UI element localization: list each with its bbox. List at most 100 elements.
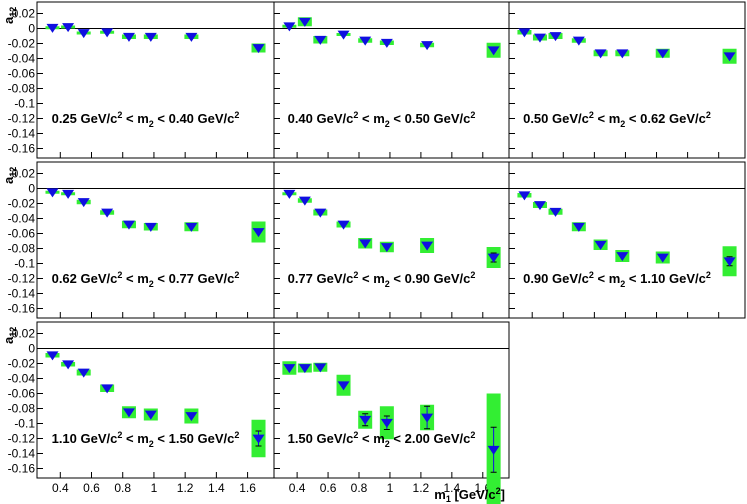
data-point [359, 36, 372, 46]
panel-mass-range-label: 0.77 GeV/c2 < m2 < 0.90 GeV/c2 [288, 270, 476, 289]
x-tick-label: 1 [387, 481, 394, 495]
data-point [337, 30, 350, 40]
data-point [337, 381, 350, 391]
data-point [616, 49, 629, 59]
data-point [298, 196, 311, 206]
panel-mass-range-label: 0.90 GeV/c2 < m2 < 1.10 GeV/c2 [523, 270, 711, 289]
y-tick-label: -0.04 [8, 372, 36, 386]
data-point [122, 220, 135, 230]
chart-panels: 0.020-0.02-0.04-0.06-0.08-0.1-0.12-0.14-… [8, 1, 746, 504]
data-point [101, 384, 114, 394]
y-tick-label: -0.16 [8, 142, 36, 156]
y-axis-title: a12 [1, 7, 18, 24]
y-tick-label: -0.12 [8, 432, 36, 446]
data-point [656, 253, 669, 263]
data-point [594, 49, 607, 59]
y-tick-label: -0.04 [8, 212, 36, 226]
data-point [101, 28, 114, 38]
data-point [185, 32, 198, 42]
x-tick-label: 0.8 [114, 481, 131, 495]
data-point [533, 201, 546, 211]
panel-frame [508, 161, 746, 319]
panel-7: 0.020-0.02-0.04-0.06-0.08-0.1-0.12-0.14-… [8, 321, 275, 495]
y-axis-title: a12 [1, 167, 18, 184]
panel-mass-range-label: 0.50 GeV/c2 < m2 < 0.62 GeV/c2 [523, 110, 711, 129]
data-point [616, 252, 629, 262]
data-point [283, 189, 296, 199]
panel-mass-range-label: 0.25 GeV/c2 < m2 < 0.40 GeV/c2 [52, 110, 240, 129]
data-point [518, 191, 531, 201]
data-point [62, 23, 75, 33]
y-tick-label: -0.16 [8, 462, 36, 476]
data-point [421, 241, 434, 251]
x-tick-label: 0.8 [351, 481, 368, 495]
panel-frame [36, 161, 275, 319]
data-point [421, 413, 434, 423]
y-tick-label: -0.1 [14, 257, 35, 271]
data-point [77, 368, 90, 378]
y-tick-label: -0.02 [8, 197, 36, 211]
data-point [314, 363, 327, 373]
panel-frame [273, 321, 510, 479]
data-point [549, 32, 562, 42]
data-point [421, 41, 434, 51]
y-tick-label: -0.14 [8, 287, 36, 301]
data-point [380, 418, 393, 428]
x-tick-label: 1.6 [239, 481, 256, 495]
panel-frame [36, 321, 275, 479]
x-tick-label: 1.4 [444, 481, 461, 495]
data-point [487, 253, 500, 263]
x-tick-label: 1.2 [413, 481, 430, 495]
data-point [723, 52, 736, 62]
data-point [283, 22, 296, 32]
x-tick-label: 0.4 [289, 481, 306, 495]
data-point [185, 412, 198, 422]
y-tick-label: -0.16 [8, 302, 36, 316]
y-tick-label: 0 [28, 342, 35, 356]
panel-mass-range-label: 1.10 GeV/c2 < m2 < 1.50 GeV/c2 [52, 430, 240, 449]
y-tick-label: -0.12 [8, 112, 36, 126]
data-point [144, 32, 157, 42]
data-point [46, 351, 59, 361]
data-point [122, 408, 135, 418]
data-point [252, 44, 265, 54]
x-tick-label: 0.6 [83, 481, 100, 495]
data-point [314, 208, 327, 218]
data-point [594, 240, 607, 250]
data-point [77, 29, 90, 39]
data-point [572, 222, 585, 232]
data-point [62, 189, 75, 199]
y-tick-label: -0.1 [14, 417, 35, 431]
data-point [723, 257, 736, 267]
panel-5: 0.77 GeV/c2 < m2 < 0.90 GeV/c2 [273, 161, 510, 319]
data-point [62, 360, 75, 370]
data-point [487, 46, 500, 56]
data-point [252, 434, 265, 444]
y-tick-label: -0.04 [8, 52, 36, 66]
panel-mass-range-label: 0.40 GeV/c2 < m2 < 0.50 GeV/c2 [288, 110, 476, 129]
panel-2: 0.40 GeV/c2 < m2 < 0.50 GeV/c2 [273, 1, 510, 159]
y-tick-label: -0.06 [8, 67, 36, 81]
panel-mass-range-label: 1.50 GeV/c2 < m2 < 2.00 GeV/c2 [288, 430, 476, 449]
y-tick-label: -0.08 [8, 402, 36, 416]
y-tick-label: -0.06 [8, 387, 36, 401]
panel-1: 0.020-0.02-0.04-0.06-0.08-0.1-0.12-0.14-… [8, 1, 275, 159]
y-tick-label: 0 [28, 22, 35, 36]
data-point [298, 17, 311, 27]
data-point [549, 207, 562, 217]
data-point [572, 36, 585, 46]
data-point [359, 415, 372, 425]
x-tick-label: 1 [151, 481, 158, 495]
data-point [380, 38, 393, 48]
data-point [298, 364, 311, 374]
axis-titles: a12 a12 a12 m1 [GeV/c2] [1, 7, 505, 504]
x-tick-label: 0.6 [320, 481, 337, 495]
data-point [252, 228, 265, 238]
y-tick-label: -0.08 [8, 242, 36, 256]
panel-6: 0.90 GeV/c2 < m2 < 1.10 GeV/c2 [508, 161, 746, 319]
y-tick-label: -0.02 [8, 357, 36, 371]
data-point [359, 239, 372, 249]
data-point [656, 49, 669, 59]
y-tick-label: -0.02 [8, 37, 36, 51]
